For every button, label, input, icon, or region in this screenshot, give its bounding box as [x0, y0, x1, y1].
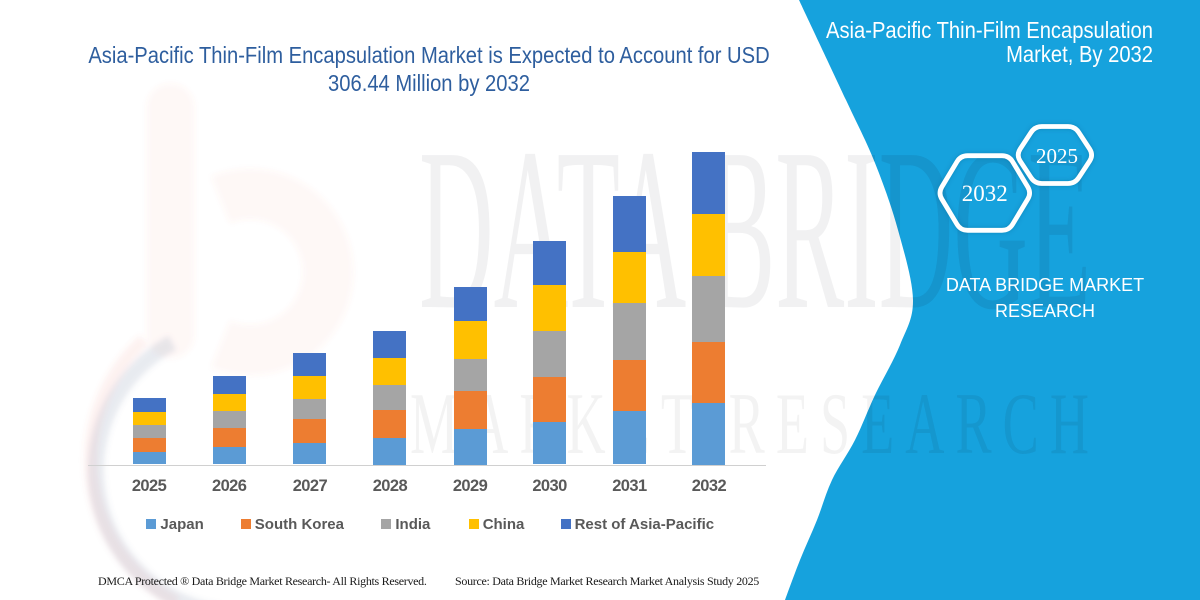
svg-text:2032: 2032: [962, 181, 1008, 206]
svg-text:MARKET RESEARCH: MARKET RESEARCH: [410, 376, 1100, 473]
svg-text:2025: 2025: [1036, 144, 1078, 168]
